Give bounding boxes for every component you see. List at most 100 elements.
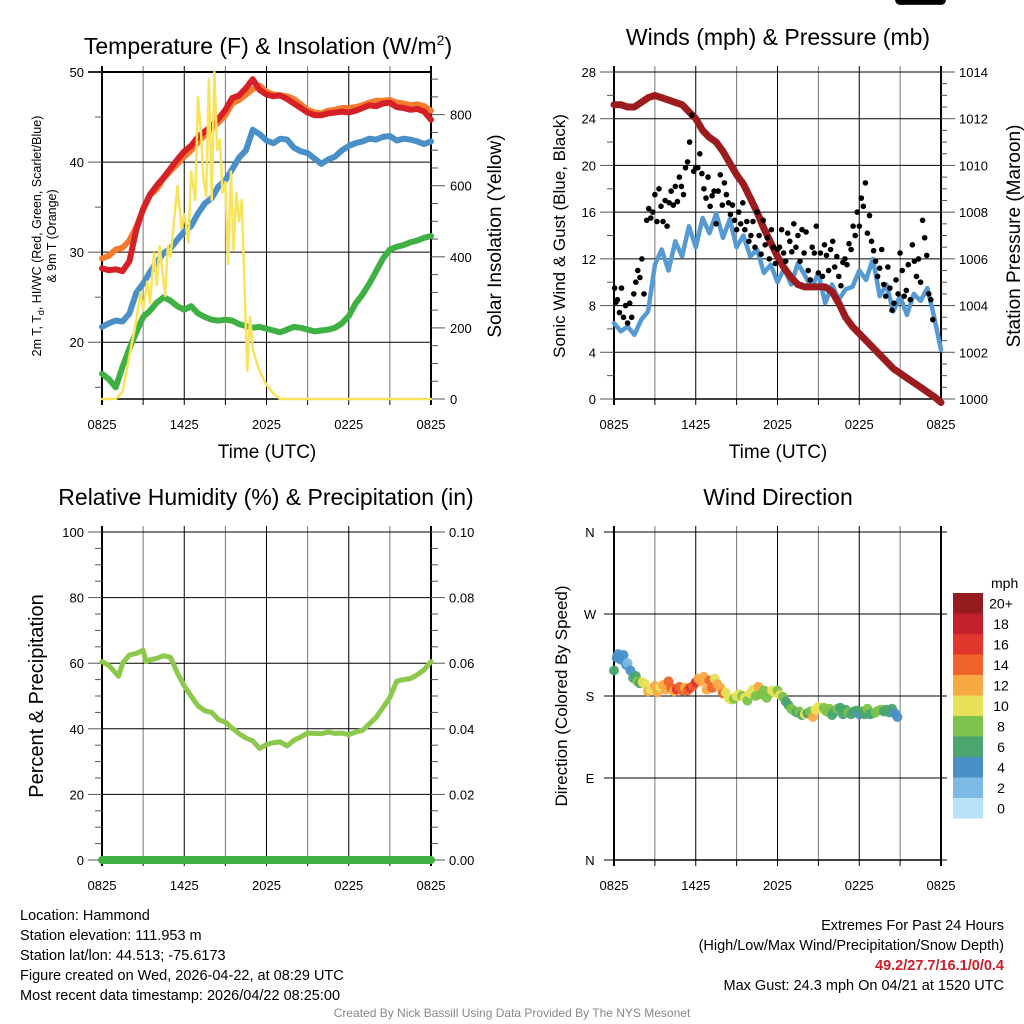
x-tick-label: 2025 bbox=[252, 417, 281, 432]
gust-point bbox=[658, 203, 664, 210]
y-tick-label-right: 0.04 bbox=[449, 722, 474, 737]
colorbar-swatch bbox=[953, 777, 983, 798]
gust-point bbox=[876, 265, 883, 272]
winds-chart: 0825 1425 2025 0225 0825 0 4 8 12 16 20 24 28 1000 100… bbox=[582, 0, 988, 432]
gust-point bbox=[881, 281, 887, 288]
y-tick-label-left: 60 bbox=[70, 656, 84, 671]
gust-point bbox=[885, 264, 891, 270]
gust-point bbox=[766, 256, 773, 262]
temperature-y-axis-right-label: Solar Insolation (Yellow) bbox=[485, 134, 506, 337]
y-tick-label-left: 8 bbox=[589, 299, 596, 314]
gust-point bbox=[756, 232, 762, 239]
y-tick-label-right: 400 bbox=[450, 250, 472, 265]
gust-point bbox=[643, 217, 650, 224]
gust-point bbox=[616, 309, 623, 316]
winds-chart-title: Winds (mph) & Pressure (mb) bbox=[626, 24, 930, 50]
colorbar-label: 14 bbox=[993, 657, 1009, 673]
gust-point bbox=[674, 198, 681, 205]
gust-point bbox=[618, 285, 625, 291]
gust-point bbox=[645, 205, 652, 212]
gust-point bbox=[684, 159, 691, 165]
y-tick-label-right: 800 bbox=[450, 108, 472, 123]
y-tick-label: N bbox=[585, 853, 594, 868]
gust-point bbox=[850, 223, 856, 229]
gust-point bbox=[866, 212, 873, 219]
gust-point bbox=[919, 217, 926, 224]
gust-point bbox=[825, 267, 832, 274]
y-tick-label: W bbox=[584, 607, 597, 622]
gust-point bbox=[827, 246, 834, 253]
gust-point bbox=[811, 250, 818, 256]
gust-point bbox=[925, 291, 932, 297]
gust-point bbox=[883, 293, 889, 300]
gust-point bbox=[735, 209, 742, 215]
x-tick-label: 1425 bbox=[681, 878, 710, 893]
gust-point bbox=[628, 314, 635, 321]
gust-point bbox=[862, 180, 869, 186]
gust-point bbox=[895, 291, 901, 297]
gust-point bbox=[784, 230, 791, 236]
x-tick-label: 0825 bbox=[417, 417, 446, 432]
extremes-title: Extremes For Past 24 Hours bbox=[821, 918, 1004, 934]
y-tick-label-right: 200 bbox=[450, 321, 472, 336]
gust-point bbox=[752, 244, 758, 250]
x-tick-label: 2025 bbox=[763, 878, 792, 893]
colorbar-swatch bbox=[953, 613, 983, 634]
gust-point bbox=[782, 258, 789, 265]
gust-point bbox=[666, 200, 672, 206]
y-tick-label-right: 0.02 bbox=[449, 787, 474, 802]
y-tick-label-left: 20 bbox=[70, 787, 84, 802]
winds-x-axis-label: Time (UTC) bbox=[729, 442, 828, 463]
colorbar-label: 0 bbox=[997, 800, 1005, 816]
gust-point bbox=[731, 217, 738, 224]
gust-point bbox=[680, 191, 687, 198]
gust-point bbox=[819, 273, 826, 280]
gust-point bbox=[626, 300, 633, 307]
gust-point bbox=[852, 232, 858, 239]
humidity-chart-title: Relative Humidity (%) & Precipitation (i… bbox=[58, 484, 473, 510]
gust-point bbox=[707, 203, 713, 210]
y-tick-label-left: 4 bbox=[589, 345, 596, 360]
y-tick-label-right: 600 bbox=[450, 179, 472, 194]
gust-point bbox=[746, 238, 752, 245]
y-tick-label-left: 12 bbox=[582, 252, 596, 267]
x-tick-label: 1425 bbox=[170, 417, 199, 432]
gust-point bbox=[776, 244, 783, 250]
colorbar-label: 18 bbox=[993, 616, 1009, 632]
gust-point bbox=[834, 253, 840, 260]
gust-point bbox=[831, 264, 838, 270]
gust-point bbox=[803, 229, 809, 235]
winds-y-axis-label: Sonic Wind & Gust (Blue, Black) bbox=[550, 114, 569, 358]
y-tick-label-left: 40 bbox=[70, 155, 84, 170]
gust-point bbox=[697, 151, 703, 157]
gust-point bbox=[864, 230, 871, 236]
gust-point bbox=[637, 274, 643, 281]
extremes-subtitle: (High/Low/Max Wind/Precipitation/Snow De… bbox=[698, 938, 1004, 954]
station-info: Location: Hammond Station elevation: 111… bbox=[20, 906, 344, 1006]
gust-point bbox=[635, 267, 641, 274]
gust-point bbox=[844, 261, 850, 268]
gust-point bbox=[727, 211, 734, 218]
gust-point bbox=[905, 261, 912, 268]
gust-point bbox=[813, 223, 820, 229]
gust-point bbox=[903, 287, 910, 294]
wind-direction-chart-title: Wind Direction bbox=[703, 484, 853, 510]
gust-point bbox=[611, 285, 618, 291]
y-tick-label-right: 1006 bbox=[959, 252, 988, 267]
gust-point bbox=[744, 218, 750, 225]
colorbar-label: 8 bbox=[997, 718, 1005, 734]
colorbar-swatch bbox=[953, 736, 983, 757]
gust-point bbox=[772, 260, 779, 267]
temperature-chart: 0825 1425 2025 0225 0825 20 30 40 50 0 200 400 600 80… bbox=[70, 65, 472, 432]
station-latlon: Station lat/lon: 44.513; -75.6173 bbox=[20, 948, 226, 964]
gust-point bbox=[815, 270, 822, 276]
y-tick-label-right: 0.06 bbox=[449, 656, 474, 671]
gust-point bbox=[887, 285, 893, 291]
x-tick-label: 0825 bbox=[88, 417, 117, 432]
gust-point bbox=[817, 250, 824, 256]
gust-point bbox=[893, 277, 899, 283]
colorbar-label: 12 bbox=[993, 677, 1009, 693]
svg-text:2m T, Td, HI/WC (Red, Green, S: 2m T, Td, HI/WC (Red, Green, Scarlet/Blu… bbox=[30, 116, 46, 357]
gust-point bbox=[899, 267, 905, 274]
direction-point bbox=[618, 650, 629, 660]
